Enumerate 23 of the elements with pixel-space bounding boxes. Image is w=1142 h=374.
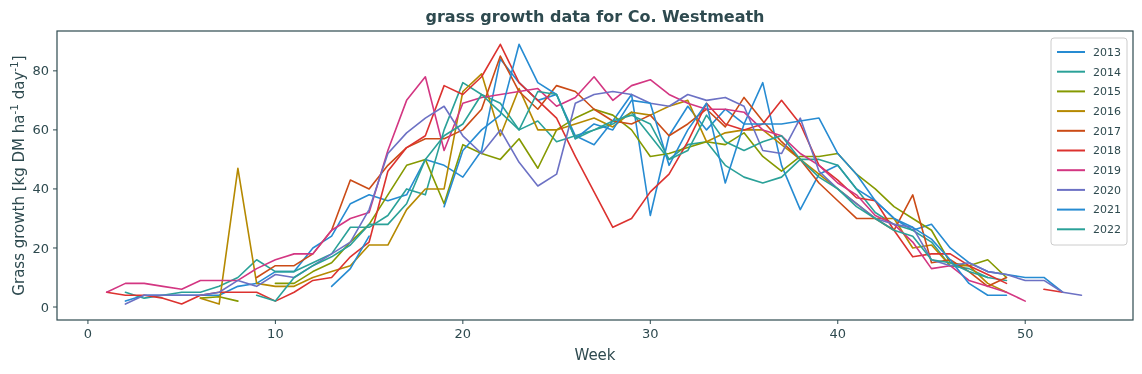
legend-label: 2019 bbox=[1093, 164, 1121, 178]
x-tick-label: 50 bbox=[1016, 326, 1034, 341]
x-tick-label: 0 bbox=[83, 326, 93, 341]
legend-label: 2013 bbox=[1093, 45, 1121, 59]
x-tick-label: 10 bbox=[267, 326, 284, 341]
y-tick-label: 0 bbox=[40, 299, 49, 315]
legend-label: 2016 bbox=[1093, 104, 1121, 118]
legend-label: 2014 bbox=[1093, 65, 1121, 79]
legend-label: 2020 bbox=[1093, 183, 1121, 197]
y-tick-label: 40 bbox=[32, 181, 49, 197]
x-tick-label: 30 bbox=[642, 326, 659, 341]
x-tick-label: 20 bbox=[454, 326, 472, 341]
x-tick-label: 40 bbox=[829, 326, 847, 341]
legend-label: 2015 bbox=[1093, 85, 1121, 99]
x-axis-title: Week bbox=[574, 346, 616, 364]
legend-label: 2021 bbox=[1093, 203, 1121, 217]
chart-title: grass growth data for Co. Westmeath bbox=[425, 7, 765, 26]
legend-label: 2017 bbox=[1093, 124, 1121, 138]
legend-label: 2018 bbox=[1093, 144, 1121, 158]
legend-label: 2022 bbox=[1093, 223, 1121, 237]
y-tick-label: 80 bbox=[32, 63, 49, 79]
y-tick-label: 60 bbox=[32, 122, 49, 138]
y-tick-label: 20 bbox=[32, 240, 49, 256]
